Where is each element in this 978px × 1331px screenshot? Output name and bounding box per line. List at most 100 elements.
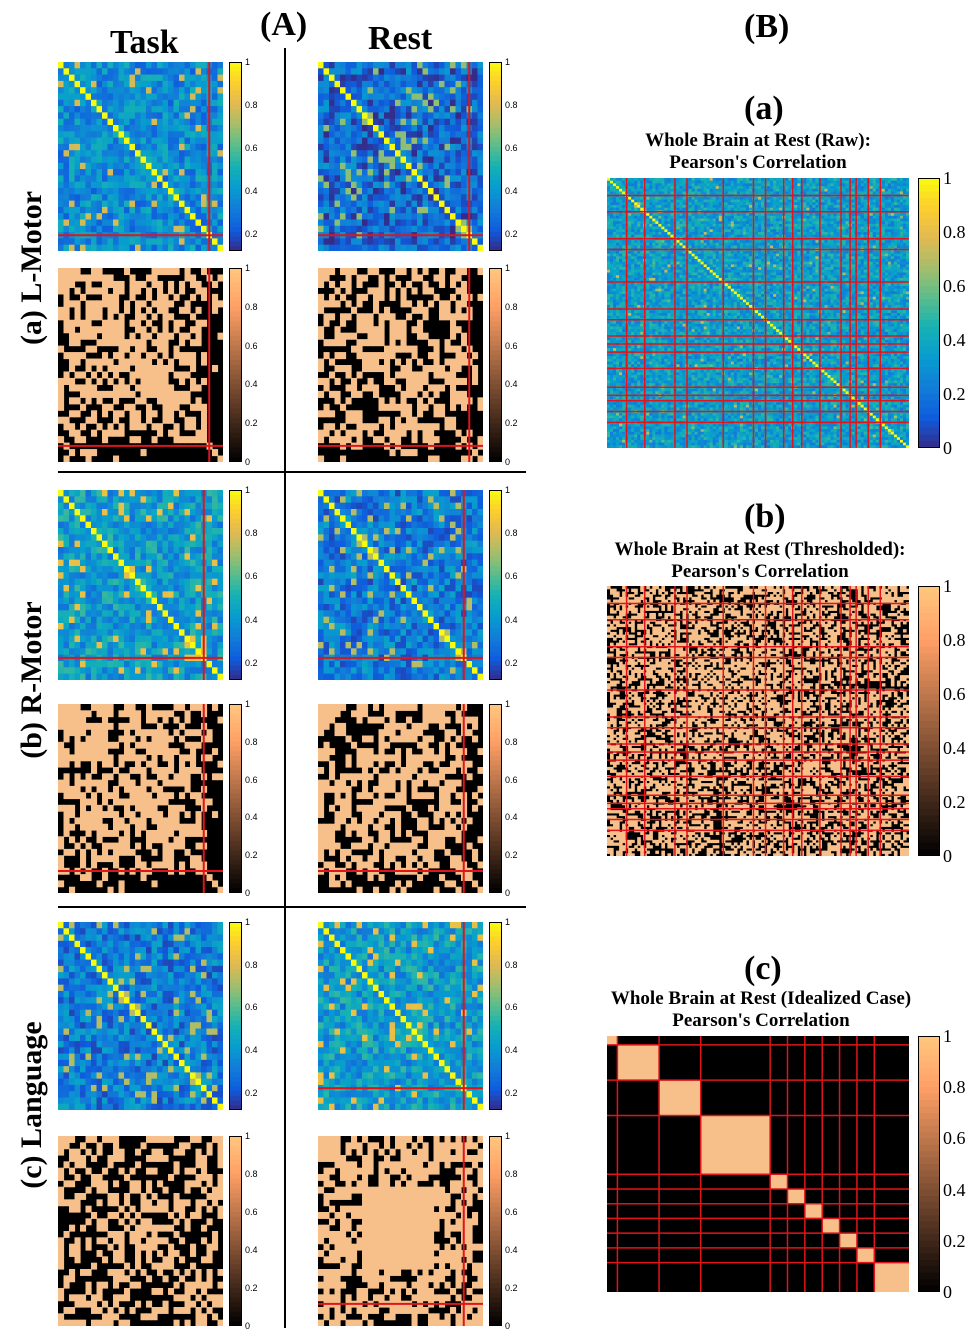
heatmap-cell [135, 410, 142, 418]
heatmap-cell [135, 710, 142, 718]
heatmap-cell [190, 566, 197, 573]
heatmap-cell [323, 566, 330, 573]
heatmap-cell [466, 578, 473, 586]
heatmap-cell [206, 667, 213, 675]
heatmap-cell [428, 490, 435, 497]
heatmap-cell [417, 397, 424, 405]
heatmap-cell [334, 112, 341, 120]
heatmap-cell [96, 710, 103, 718]
colorbar-step [489, 104, 502, 110]
colorbar-step [489, 369, 502, 376]
heatmap-cell [329, 572, 336, 580]
heatmap-cell [124, 238, 131, 246]
heatmap-cell [190, 704, 197, 711]
heatmap-cell [477, 206, 483, 214]
colorbar-step [489, 326, 502, 332]
heatmap-cell [146, 629, 153, 637]
heatmap-cell [102, 137, 109, 145]
heatmap-cell [91, 416, 98, 424]
heatmap-cell [417, 150, 424, 158]
colorbar-tick-label: 0.4 [505, 186, 518, 196]
colorbar-step [229, 165, 242, 172]
heatmap-cell [329, 547, 336, 554]
heatmap-cell [367, 352, 374, 360]
heatmap-cell [212, 219, 219, 227]
heatmap-cell [118, 553, 125, 561]
heatmap-cell [395, 502, 402, 510]
heatmap-cell [433, 125, 440, 132]
heatmap-cell [206, 798, 213, 806]
heatmap-cell [85, 225, 92, 233]
heatmap-cell [140, 610, 147, 618]
heatmap-cell [179, 169, 186, 176]
heatmap-cell [157, 616, 164, 624]
heatmap-cell [477, 559, 483, 567]
heatmap-cell [168, 194, 175, 202]
heatmap-cell [439, 371, 446, 379]
heatmap-cell [162, 509, 169, 516]
heatmap-cell [428, 219, 435, 227]
heatmap-cell [151, 610, 158, 618]
heatmap-cell [345, 143, 352, 151]
heatmap-cell [455, 99, 462, 107]
heatmap-cell [107, 274, 114, 282]
colorbar-step [229, 268, 242, 274]
colorbar-step [489, 199, 502, 205]
heatmap-cell [444, 125, 451, 132]
heatmap-cell [395, 332, 402, 340]
heatmap-cell [450, 93, 457, 101]
heatmap-cell [384, 521, 391, 529]
heatmap-cell [129, 566, 136, 573]
heatmap-cell [406, 616, 413, 624]
heatmap-cell [406, 238, 413, 246]
heatmap-cell [113, 219, 120, 227]
heatmap-cell [217, 623, 223, 630]
heatmap-cell [135, 156, 142, 164]
colorbar-step [229, 369, 242, 376]
heatmap-cell [400, 547, 407, 554]
heatmap-cell [135, 181, 142, 189]
heatmap-cell [217, 572, 223, 580]
heatmap-cell [80, 811, 87, 818]
heatmap-cell [179, 397, 186, 405]
colorbar-step [229, 561, 242, 567]
heatmap-cell [173, 162, 180, 170]
heatmap-cell [162, 798, 169, 806]
colorbar-step [229, 713, 242, 719]
heatmap-cell [384, 162, 391, 170]
heatmap-cell [206, 591, 213, 599]
heatmap-cell [195, 143, 202, 151]
heatmap-cell [80, 352, 87, 360]
heatmap-cell [450, 502, 457, 510]
heatmap-cell [455, 169, 462, 176]
heatmap-cell [140, 616, 147, 624]
heatmap-cell [96, 358, 103, 366]
heatmap-cell [157, 710, 164, 718]
heatmap-cell [162, 767, 169, 774]
heatmap-cell [356, 371, 363, 379]
heatmap-cell [351, 93, 358, 101]
heatmap-cell [162, 74, 169, 82]
heatmap-cell [107, 597, 114, 605]
heatmap-cell [69, 93, 76, 101]
heatmap-cell [351, 490, 358, 497]
heatmap-cell [212, 553, 219, 561]
heatmap-cell [477, 68, 483, 76]
heatmap-cell [102, 436, 109, 444]
heatmap-cell [351, 238, 358, 246]
heatmap-cell [151, 313, 158, 321]
heatmap-cell [439, 300, 446, 308]
heatmap-cell [334, 225, 341, 233]
heatmap-cell [85, 169, 92, 176]
heatmap-cell [102, 99, 109, 107]
heatmap-cell [157, 225, 164, 233]
heatmap-cell [362, 274, 369, 282]
colorbar-step [229, 403, 242, 410]
heatmap-cell [389, 206, 396, 214]
colorbar-step [229, 822, 242, 828]
heatmap-cell [69, 604, 76, 611]
heatmap-cell [406, 118, 413, 126]
heatmap-cell [439, 610, 446, 618]
heatmap-cell [472, 80, 479, 88]
heatmap-cell [318, 181, 325, 189]
